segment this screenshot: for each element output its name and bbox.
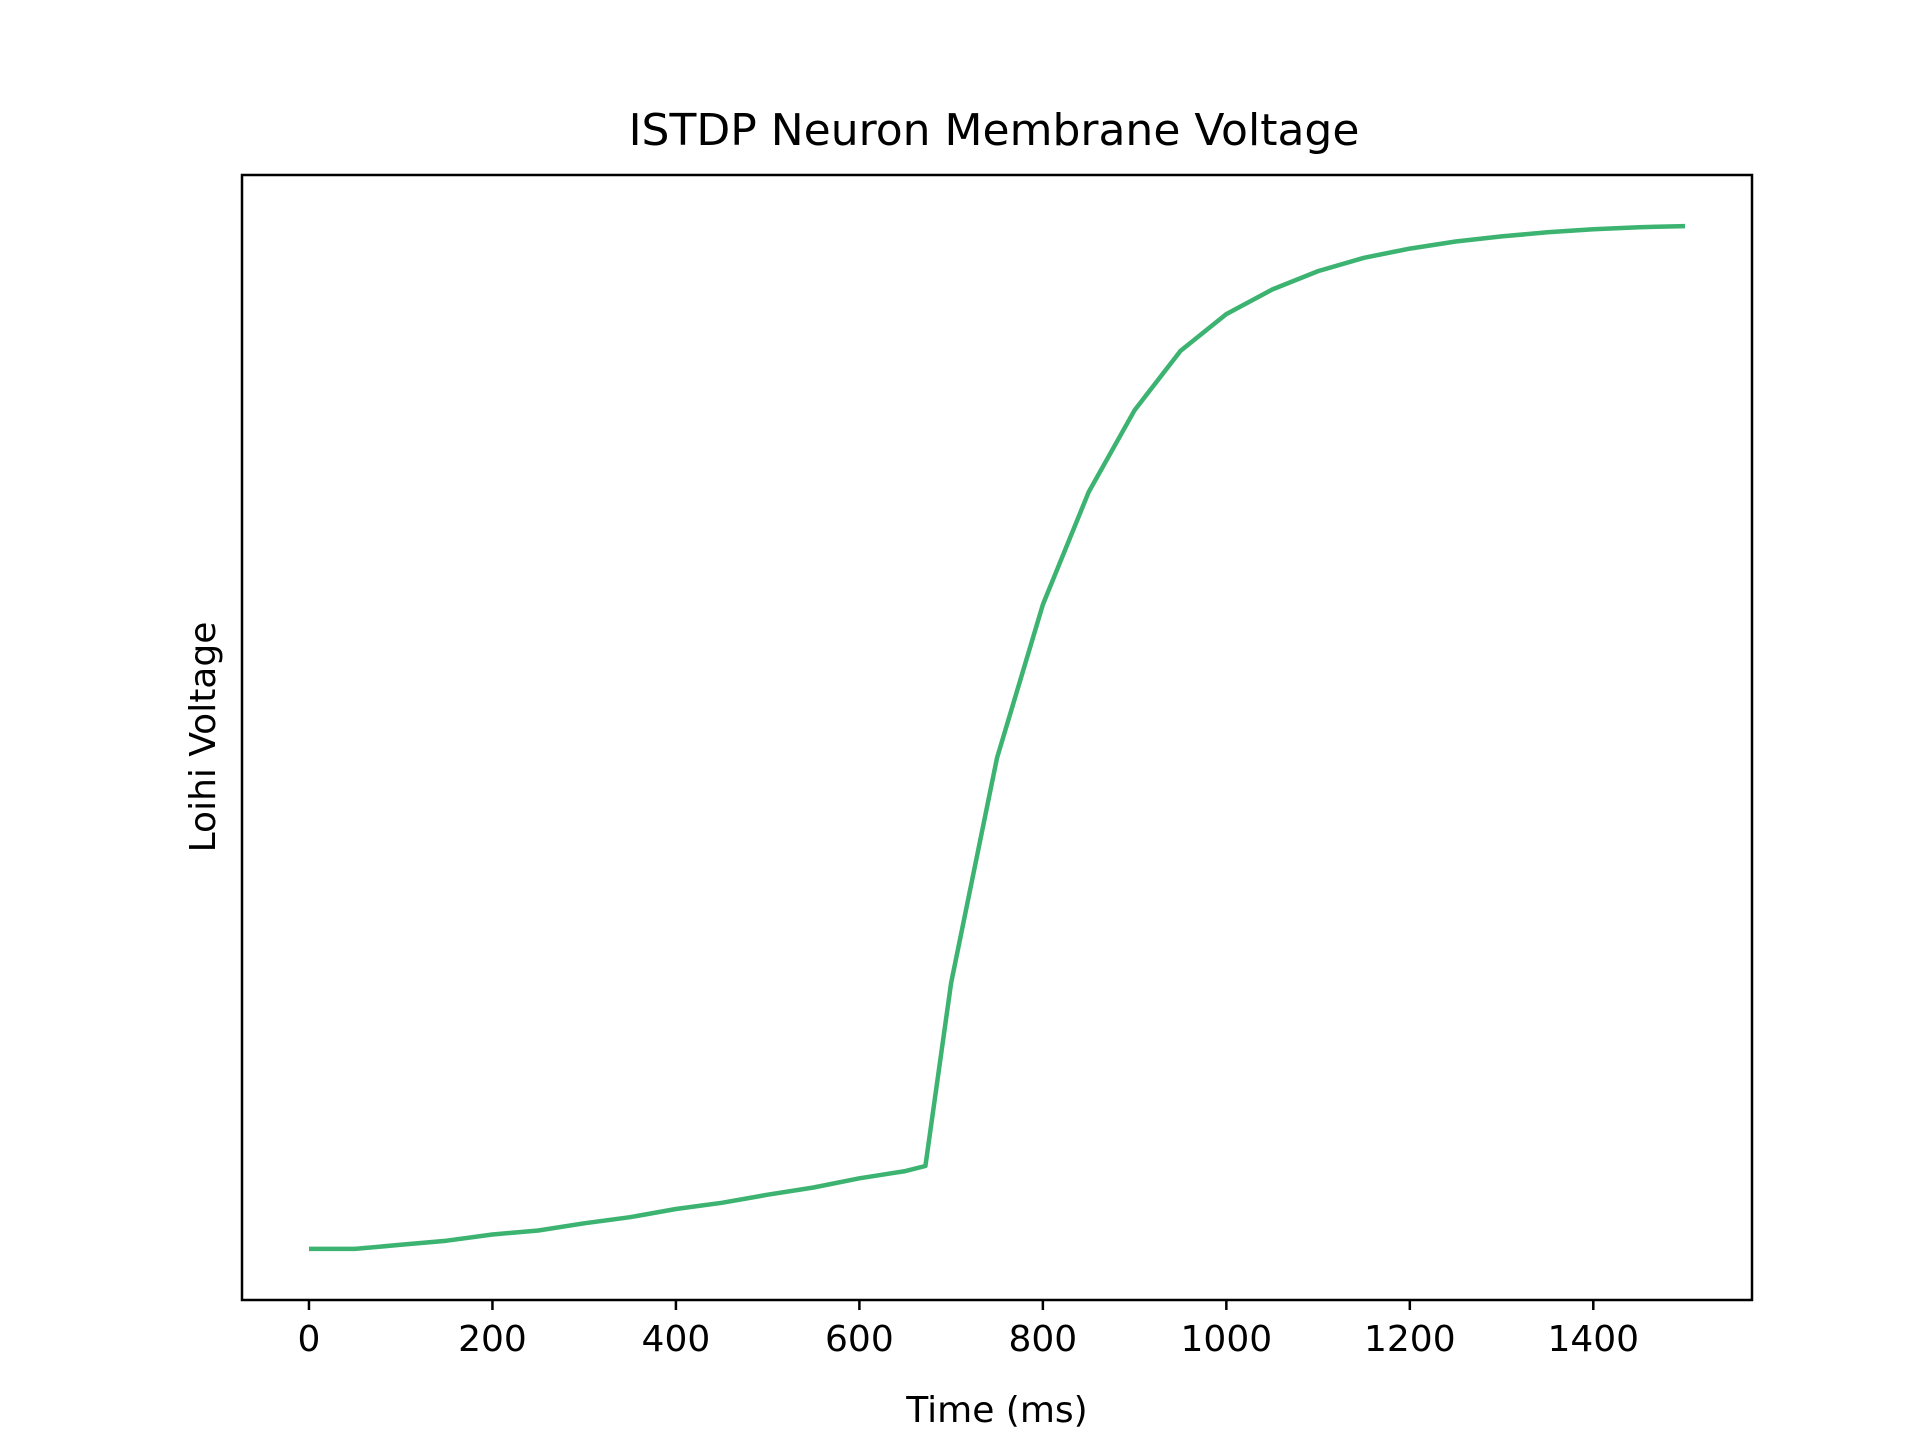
x-tick-label: 1400 bbox=[1547, 1319, 1639, 1360]
x-axis-ticks: 0 200 400 600 800 1000 1200 1400 bbox=[298, 1300, 1639, 1360]
x-tick-label: 1000 bbox=[1181, 1319, 1273, 1360]
axes-frame bbox=[240, 173, 1754, 1302]
x-axis-label: Time (ms) bbox=[905, 1390, 1087, 1431]
series-line-voltage bbox=[309, 223, 1686, 1252]
x-tick-label: 400 bbox=[642, 1319, 711, 1360]
x-tick-label: 200 bbox=[458, 1319, 527, 1360]
plot-area bbox=[309, 223, 1686, 1252]
y-axis-label: Loihi Voltage bbox=[183, 622, 224, 853]
chart-title: ISTDP Neuron Membrane Voltage bbox=[629, 105, 1360, 156]
x-tick-label: 600 bbox=[825, 1319, 894, 1360]
x-tick-label: 0 bbox=[298, 1319, 321, 1360]
x-tick-label: 1200 bbox=[1364, 1319, 1456, 1360]
x-tick-label: 800 bbox=[1009, 1319, 1078, 1360]
